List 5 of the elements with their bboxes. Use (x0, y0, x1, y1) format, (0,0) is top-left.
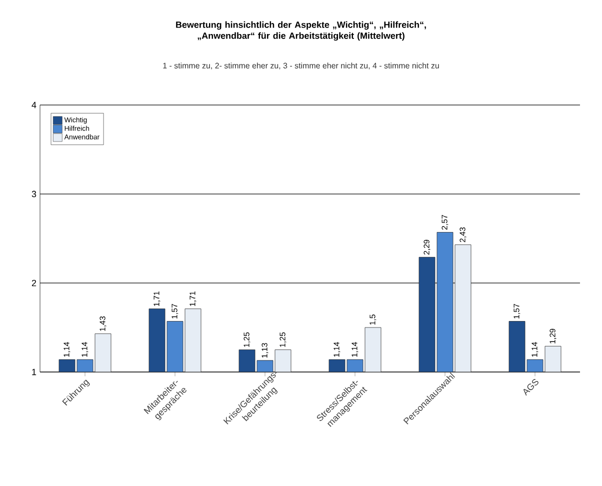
y-tick-label: 2 (32, 280, 36, 286)
y-tick-label: 3 (32, 190, 36, 198)
y-tick-label: 1 (32, 368, 36, 376)
y-tick-label: 4 (32, 102, 36, 108)
chart-title: Bewertung hinsichtlich der Aspekte „Wichtig“, „Hilfreich“, „Anwendbar“ für die Arbeitstätigkeit (Mittelwert) (176, 21, 426, 41)
